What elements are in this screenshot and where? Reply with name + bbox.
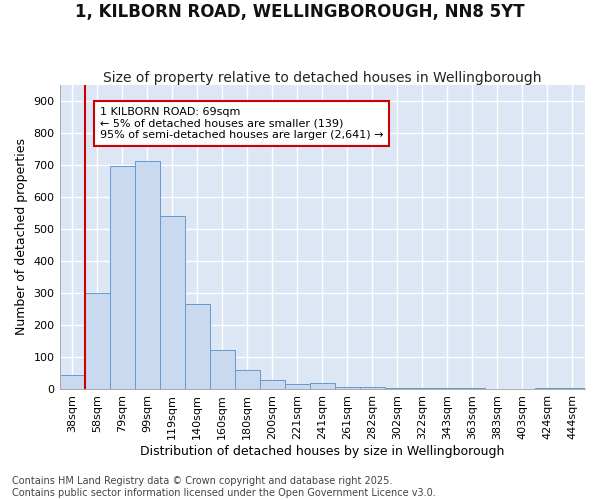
Text: 1 KILBORN ROAD: 69sqm
← 5% of detached houses are smaller (139)
95% of semi-deta: 1 KILBORN ROAD: 69sqm ← 5% of detached h…	[100, 107, 383, 140]
Bar	[209, 350, 235, 389]
Bar	[385, 388, 410, 389]
X-axis label: Distribution of detached houses by size in Wellingborough: Distribution of detached houses by size …	[140, 444, 505, 458]
Title: Size of property relative to detached houses in Wellingborough: Size of property relative to detached ho…	[103, 70, 542, 85]
Bar	[110, 166, 134, 389]
Bar	[160, 216, 185, 389]
Bar	[560, 388, 585, 389]
Bar	[310, 383, 335, 389]
Bar	[360, 388, 385, 389]
Bar	[535, 388, 560, 389]
Bar	[435, 388, 460, 389]
Bar	[260, 380, 285, 389]
Y-axis label: Number of detached properties: Number of detached properties	[15, 138, 28, 335]
Bar	[134, 162, 160, 389]
Bar	[285, 384, 310, 389]
Bar	[235, 370, 260, 389]
Bar	[410, 388, 435, 389]
Bar	[85, 293, 110, 389]
Bar	[185, 304, 209, 389]
Text: Contains HM Land Registry data © Crown copyright and database right 2025.
Contai: Contains HM Land Registry data © Crown c…	[12, 476, 436, 498]
Bar	[59, 376, 85, 389]
Bar	[335, 388, 360, 389]
Bar	[460, 388, 485, 389]
Text: 1, KILBORN ROAD, WELLINGBOROUGH, NN8 5YT: 1, KILBORN ROAD, WELLINGBOROUGH, NN8 5YT	[75, 2, 525, 21]
